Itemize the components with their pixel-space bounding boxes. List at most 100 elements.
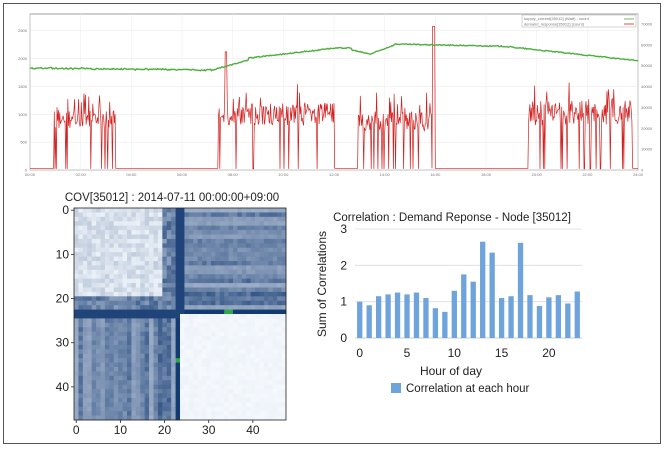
heatmap-cell	[210, 261, 216, 266]
heatmap-cell	[74, 225, 79, 231]
heatmap-cell	[255, 296, 260, 302]
heatmap-cell	[149, 305, 154, 310]
heatmap-cell	[228, 238, 234, 244]
heatmap-cell	[180, 384, 185, 390]
ts-y-tick-label: 1500	[18, 84, 28, 89]
heatmap-cell	[206, 278, 212, 284]
bar-y-tick-label: 3	[340, 222, 347, 236]
heatmap-cell	[210, 415, 216, 421]
heatmap-cell	[188, 208, 194, 213]
heatmap-cell	[224, 247, 229, 253]
heatmap-cell	[219, 247, 225, 253]
heatmap-cell	[82, 371, 88, 377]
heatmap-cell	[127, 212, 132, 218]
heatmap-cell	[162, 389, 168, 394]
heatmap-cell	[166, 252, 172, 257]
heatmap-cell	[153, 234, 159, 240]
heatmap-cell	[78, 208, 84, 213]
heatmap-cell	[237, 393, 243, 399]
heatmap-cell	[215, 402, 221, 408]
heatmap-cell	[144, 393, 150, 399]
heatmap-cell	[193, 208, 199, 213]
heatmap-cell	[118, 296, 123, 302]
heatmap-cell	[197, 397, 203, 403]
heatmap-cell	[219, 225, 225, 231]
heatmap-cell	[74, 296, 79, 302]
heatmap-cell	[149, 274, 154, 280]
heatmap-cell	[82, 287, 88, 293]
heatmap-cell	[149, 371, 154, 377]
heatmap-cell	[118, 225, 123, 231]
heatmap-cell	[122, 402, 128, 408]
heatmap-cell	[131, 256, 137, 262]
heatmap-cell	[175, 358, 181, 363]
heatmap-cell	[224, 230, 229, 235]
heatmap-cell	[104, 314, 110, 319]
heatmap-cell	[219, 287, 225, 293]
heatmap-cell	[166, 243, 172, 249]
heatmap-cell	[157, 234, 163, 240]
heatmap-cell	[272, 247, 278, 253]
heatmap-cell	[263, 208, 269, 213]
heatmap-cell	[259, 322, 265, 328]
heatmap-cell	[193, 362, 199, 368]
heatmap-cell	[144, 389, 150, 394]
heatmap-cell	[202, 393, 207, 399]
heatmap-cell	[131, 225, 137, 231]
heatmap-cell	[113, 300, 119, 306]
heatmap-cell	[166, 402, 172, 408]
heatmap-cell	[113, 265, 119, 271]
heatmap-cell	[180, 305, 185, 310]
heatmap-cell	[246, 208, 252, 213]
heatmap-cell	[281, 367, 287, 372]
heatmap-cell	[272, 296, 278, 302]
heatmap-cell	[166, 380, 172, 386]
heatmap-cell	[175, 234, 181, 240]
heatmap-cell	[78, 212, 84, 218]
heatmap-cell	[237, 331, 243, 337]
heatmap-cell	[131, 353, 137, 359]
heatmap-cell	[210, 265, 216, 271]
heatmap-cell	[96, 397, 101, 403]
heatmap-cell	[241, 415, 247, 421]
heatmap-cell	[104, 344, 110, 350]
heatmap-cell	[175, 327, 181, 333]
heatmap-cell	[241, 243, 247, 249]
heatmap-cell	[219, 252, 225, 257]
bar	[546, 297, 552, 338]
heatmap-cell	[78, 278, 84, 284]
bar-y-tick-label: 2	[340, 258, 347, 272]
heatmap-cell	[255, 344, 260, 350]
heatmap-cell	[113, 384, 119, 390]
heatmap-cell	[180, 291, 185, 297]
heatmap-cell	[78, 234, 84, 240]
heatmap-cell	[166, 367, 172, 372]
heatmap-cell	[237, 367, 243, 372]
heatmap-cell	[184, 291, 190, 297]
heatmap-cell	[193, 265, 199, 271]
heatmap-cell	[104, 375, 110, 381]
bar-y-tick-label: 1	[340, 295, 347, 309]
heatmap-cell	[171, 252, 176, 257]
heatmap-cell	[104, 358, 110, 363]
heatmap-cell	[250, 402, 256, 408]
heatmap-cell	[193, 393, 199, 399]
heatmap-cell	[78, 265, 84, 271]
heatmap-cell	[153, 300, 159, 306]
heatmap-cell	[113, 322, 119, 328]
heatmap-cell	[184, 238, 190, 244]
heatmap-cell	[268, 234, 274, 240]
heatmap-cell	[144, 274, 150, 280]
heatmap-cell	[144, 336, 150, 341]
heatmap-cell	[180, 415, 185, 421]
heatmap-cell	[250, 216, 256, 222]
heatmap-cell	[268, 393, 274, 399]
heatmap-cell	[188, 411, 194, 416]
heatmap-cell	[144, 291, 150, 297]
heatmap-cell	[113, 314, 119, 319]
bar	[394, 292, 401, 338]
heatmap-cell	[259, 300, 265, 306]
heatmap-cell	[255, 221, 260, 227]
heatmap-cell	[104, 252, 110, 257]
heatmap-y-tick-label: 0	[62, 203, 69, 217]
